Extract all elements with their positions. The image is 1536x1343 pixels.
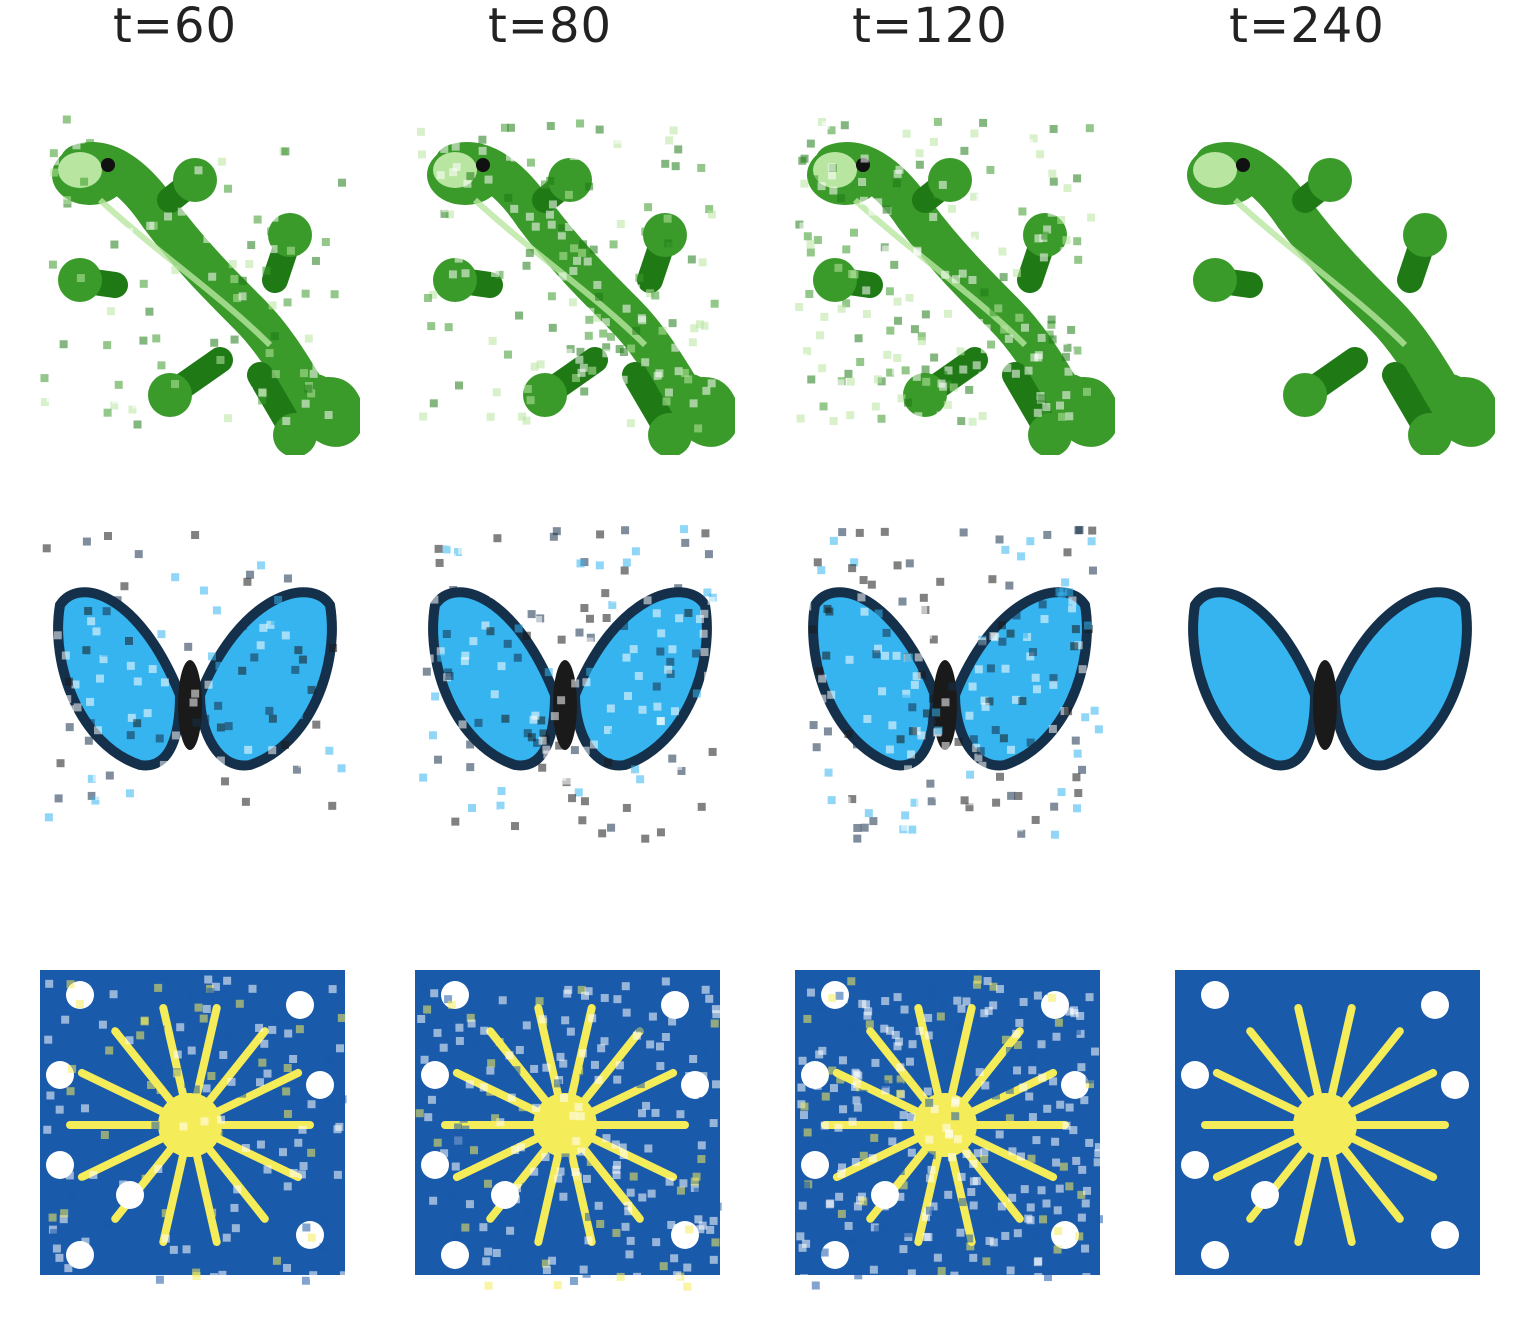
butterfly-icon xyxy=(41,526,347,836)
gecko-image-1 xyxy=(20,95,360,455)
sparkler-icon xyxy=(1175,970,1480,1275)
gecko-icon xyxy=(795,116,1115,455)
gecko-icon xyxy=(40,115,360,455)
gecko-icon xyxy=(1187,142,1495,455)
butterfly-icon xyxy=(1188,587,1472,771)
sparkler-image-4 xyxy=(1155,955,1495,1315)
gecko-image-3 xyxy=(775,95,1115,455)
butterfly-image-2 xyxy=(395,505,735,865)
butterfly-icon xyxy=(795,525,1103,843)
gecko-image-2 xyxy=(395,95,735,455)
column-label-1: t=60 xyxy=(112,0,238,54)
butterfly-image-4 xyxy=(1155,505,1495,865)
sparkler-icon xyxy=(415,970,722,1291)
column-label-2: t=80 xyxy=(487,0,613,54)
sparkler-icon xyxy=(795,970,1103,1291)
column-label-3: t=120 xyxy=(852,0,1008,54)
sparkler-image-2 xyxy=(395,955,735,1315)
butterfly-icon xyxy=(415,525,720,843)
butterfly-image-3 xyxy=(775,505,1115,865)
sparkler-image-1 xyxy=(20,955,360,1315)
butterfly-image-1 xyxy=(20,505,360,865)
column-label-4: t=240 xyxy=(1229,0,1385,54)
sparkler-image-3 xyxy=(775,955,1115,1315)
gecko-image-4 xyxy=(1155,95,1495,455)
sparkler-icon xyxy=(40,970,348,1290)
gecko-icon xyxy=(415,116,735,455)
